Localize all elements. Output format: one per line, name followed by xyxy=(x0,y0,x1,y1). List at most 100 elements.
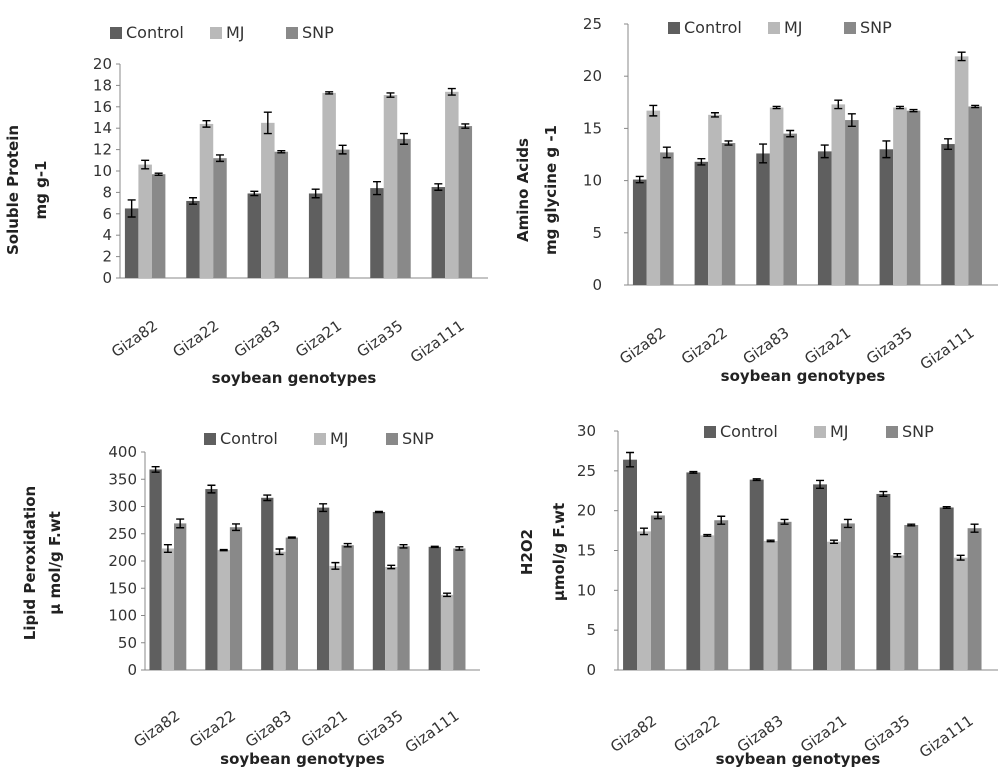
bar-snp xyxy=(841,523,855,670)
bar-control xyxy=(261,498,273,670)
y-tick-label: 25 xyxy=(577,462,596,480)
bar-mj xyxy=(441,595,453,670)
y-tick-label: 10 xyxy=(93,162,112,180)
y-tick-label: 5 xyxy=(592,224,602,242)
bar-snp xyxy=(230,527,242,670)
legend-label: SNP xyxy=(902,422,934,441)
legend-swatch-snp xyxy=(844,22,856,34)
x-tick-label: Giza21 xyxy=(298,707,351,752)
bar-mj xyxy=(329,566,341,670)
x-tick-label: Giza111 xyxy=(407,317,468,367)
bar-snp xyxy=(722,143,736,285)
legend-swatch-control xyxy=(668,22,680,34)
legend-label: Control xyxy=(126,23,184,42)
legend-swatch-mj xyxy=(210,27,222,39)
bar-mj xyxy=(893,108,907,285)
bar-mj xyxy=(273,552,285,670)
bar-snp xyxy=(336,150,349,278)
x-tick-label: Giza82 xyxy=(616,324,669,369)
bar-mj xyxy=(218,550,230,670)
y-axis-title: µ mol/g F.wt xyxy=(46,511,64,615)
legend-swatch-snp xyxy=(286,27,298,39)
bar-control xyxy=(686,472,700,670)
y-tick-label: 5 xyxy=(586,621,596,639)
legend-label: MJ xyxy=(830,422,849,441)
bar-mj xyxy=(764,541,778,670)
x-tick-label: Giza83 xyxy=(740,324,793,369)
y-tick-label: 15 xyxy=(577,542,596,560)
y-axis-title: µmol/g F.wt xyxy=(550,503,568,601)
bar-snp xyxy=(453,548,465,670)
y-tick-label: 6 xyxy=(102,205,112,223)
bar-snp xyxy=(904,525,918,670)
bar-mj xyxy=(384,95,397,278)
bar-control xyxy=(756,153,770,285)
bar-snp xyxy=(907,111,921,285)
legend-swatch-snp xyxy=(386,433,398,445)
x-axis-title: soybean genotypes xyxy=(220,750,385,768)
x-tick-label: Giza35 xyxy=(863,324,916,369)
bar-mj xyxy=(445,92,458,278)
error-bar xyxy=(277,151,285,153)
bar-snp xyxy=(174,523,186,670)
x-axis-title: soybean genotypes xyxy=(716,750,881,768)
bar-control xyxy=(623,460,637,670)
bar-control xyxy=(317,508,329,670)
error-bar xyxy=(703,535,711,537)
y-tick-label: 400 xyxy=(108,443,137,461)
x-tick-label: Giza21 xyxy=(292,317,345,362)
y-tick-label: 200 xyxy=(108,552,137,570)
bar-mj xyxy=(647,111,661,285)
bar-snp xyxy=(342,545,354,670)
error-bar xyxy=(220,550,228,551)
bar-snp xyxy=(783,134,797,285)
y-tick-label: 2 xyxy=(102,248,112,266)
y-axis-title: Soluble Protein xyxy=(4,125,22,255)
legend-swatch-snp xyxy=(886,426,898,438)
bar-snp xyxy=(714,520,728,670)
y-tick-label: 20 xyxy=(93,55,112,73)
legend-label: Control xyxy=(220,429,278,448)
bar-control xyxy=(940,507,954,670)
bar-snp xyxy=(845,120,859,285)
bar-mj xyxy=(322,93,335,278)
x-tick-label: Giza82 xyxy=(130,707,183,752)
bar-control xyxy=(309,193,322,278)
x-axis-title: soybean genotypes xyxy=(212,369,377,387)
bar-control xyxy=(370,188,383,278)
bar-mj xyxy=(955,56,969,285)
y-tick-label: 0 xyxy=(127,661,137,679)
legend-swatch-mj xyxy=(814,426,826,438)
y-tick-label: 0 xyxy=(586,661,596,679)
error-bar xyxy=(725,141,733,145)
bar-control xyxy=(633,180,647,285)
y-tick-label: 100 xyxy=(108,607,137,625)
bar-control xyxy=(205,489,217,670)
y-axis-title: mg g-1 xyxy=(32,161,50,220)
legend-swatch-mj xyxy=(768,22,780,34)
bar-control xyxy=(125,208,138,278)
y-tick-label: 0 xyxy=(102,269,112,287)
bar-mj xyxy=(832,104,846,285)
bar-mj xyxy=(700,535,714,670)
y-tick-label: 15 xyxy=(583,119,602,137)
y-tick-label: 8 xyxy=(102,183,112,201)
x-tick-label: Giza21 xyxy=(801,324,854,369)
y-tick-label: 20 xyxy=(577,502,596,520)
x-tick-label: Giza22 xyxy=(678,324,731,369)
legend-swatch-mj xyxy=(314,433,326,445)
x-tick-label: Giza22 xyxy=(186,707,239,752)
y-tick-label: 14 xyxy=(93,119,112,137)
bar-control xyxy=(149,469,161,670)
y-tick-label: 4 xyxy=(102,226,112,244)
legend-swatch-control xyxy=(204,433,216,445)
bar-control xyxy=(818,151,832,285)
y-tick-label: 12 xyxy=(93,141,112,159)
bar-snp xyxy=(778,522,792,670)
y-tick-label: 50 xyxy=(118,634,137,652)
bar-control xyxy=(750,480,764,670)
x-tick-label: Giza35 xyxy=(353,317,406,362)
x-tick-label: Giza35 xyxy=(354,707,407,752)
bar-snp xyxy=(459,126,472,278)
